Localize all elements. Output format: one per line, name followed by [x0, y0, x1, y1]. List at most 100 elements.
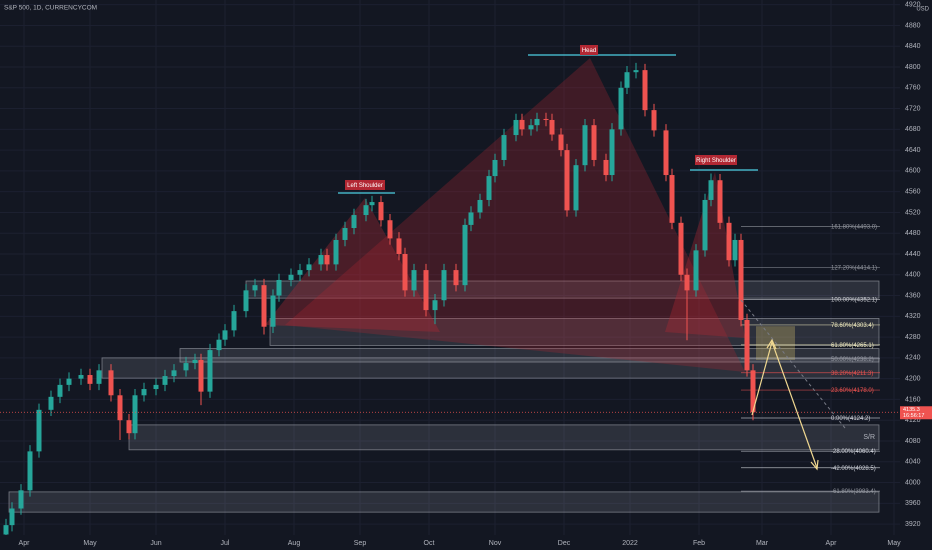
candle-body: [591, 125, 597, 160]
price-axis: [900, 0, 932, 550]
projection-arrow: [751, 340, 818, 469]
candle-body: [678, 222, 684, 275]
candle-body: [396, 238, 402, 254]
x-tick-label: Aug: [288, 540, 301, 547]
y-tick-label: 4200: [905, 375, 921, 382]
fib-levels: 161.80%(4493.0) 127.20%(4414.1) 100.00%(43…: [741, 225, 880, 495]
candle-body: [252, 285, 258, 291]
fib-label: -42.00%(4028.5): [831, 466, 876, 472]
fib-label: -61.80%(3983.4): [831, 489, 876, 495]
candle-body: [333, 239, 339, 265]
candle-body: [3, 525, 9, 535]
y-tick-label: 4520: [905, 209, 921, 216]
y-tick-label: 3960: [905, 500, 921, 507]
currency: USD: [916, 7, 929, 13]
y-tick-label: 4600: [905, 168, 921, 175]
candle-body: [633, 70, 639, 73]
candle-body: [162, 376, 168, 385]
candle-body: [603, 159, 609, 176]
candles: [0, 62, 900, 541]
candle-body: [669, 175, 675, 223]
label-box: [345, 180, 385, 190]
candle-body: [492, 159, 498, 177]
x-tick-label: Apr: [826, 540, 838, 547]
candle-body: [48, 396, 54, 410]
fib-label: 0.00%(4124.2): [831, 416, 870, 422]
y-tick-label: 4320: [905, 313, 921, 320]
y-tick-label: 4720: [905, 105, 921, 112]
candle-body: [78, 375, 84, 379]
candle-body: [468, 212, 474, 225]
time-axis: [0, 535, 932, 550]
candle-body: [564, 150, 570, 211]
candle-body: [369, 202, 375, 206]
zone: [8, 491, 880, 513]
candle-body: [261, 285, 267, 327]
candle-body: [243, 290, 249, 312]
candle-body: [573, 165, 579, 211]
label-box: [695, 155, 737, 165]
y-tick-label: 4840: [905, 43, 921, 50]
y-tick-label: 4440: [905, 251, 921, 258]
candle-body: [726, 222, 732, 261]
candle-body: [651, 110, 657, 131]
candle-body: [297, 270, 303, 275]
x-tick-label: 2022: [622, 540, 638, 547]
zones: S/R: [8, 280, 880, 513]
candle-body: [750, 370, 756, 413]
annotation: Head: [582, 48, 596, 54]
fib-label: 50.00%(4238.2): [831, 357, 874, 363]
x-tick-label: Apr: [19, 540, 31, 547]
candle-body: [402, 253, 408, 291]
y-tick-label: 3920: [905, 521, 921, 528]
candle-body: [609, 129, 615, 176]
candle-body: [558, 134, 564, 151]
candle-body: [207, 350, 213, 392]
zone: [128, 424, 880, 451]
candle-body: [318, 255, 324, 265]
candle-body: [324, 255, 330, 265]
y-tick-label: 4880: [905, 22, 921, 29]
x-tick-label: Dec: [558, 540, 571, 547]
candle-body: [126, 420, 132, 434]
candle-body: [183, 363, 189, 371]
candle-body: [717, 180, 723, 223]
y-tick-label: 4040: [905, 459, 921, 466]
candle-body: [222, 330, 228, 340]
candle-body: [363, 205, 369, 216]
candle-body: [738, 239, 744, 320]
candle-body: [141, 389, 147, 396]
y-tick-label: 4480: [905, 230, 921, 237]
label-box: [580, 45, 598, 55]
candle-body: [132, 395, 138, 434]
y-tick-label: 4400: [905, 272, 921, 279]
x-tick-label: May: [83, 540, 97, 547]
arrow-head: [810, 459, 819, 471]
fib-label: 161.80%(4493.0): [831, 225, 877, 231]
candle-body: [534, 118, 540, 126]
candle-body: [276, 279, 282, 296]
candle-body: [117, 395, 123, 421]
y-tick-label: 4680: [905, 126, 921, 133]
fib-label: 127.20%(4414.1): [831, 266, 877, 272]
candle-body: [528, 125, 534, 130]
y-tick-label: 4360: [905, 292, 921, 299]
candle-body: [9, 508, 15, 526]
candle-body: [216, 339, 222, 351]
y-tick-label: 4160: [905, 396, 921, 403]
candle-body: [387, 220, 393, 239]
y-tick-label: 4000: [905, 479, 921, 486]
chart-title: S&P 500, 1D, CURRENCYCOM: [4, 5, 97, 12]
axis-labels: 3920 3960 4000 4040 4080 4120 4160 4200 4240 4280…: [19, 2, 921, 547]
candle-body: [684, 274, 690, 291]
candle-body: [270, 295, 276, 327]
candle-body: [462, 224, 468, 286]
fib-label: 100.00%(4352.1): [831, 298, 877, 304]
last-price: 4135.3: [903, 407, 920, 413]
y-tick-label: 4640: [905, 147, 921, 154]
y-tick-label: 4560: [905, 189, 921, 196]
candle-body: [432, 300, 438, 311]
y-tick-label: 4760: [905, 85, 921, 92]
candle-body: [519, 119, 525, 130]
